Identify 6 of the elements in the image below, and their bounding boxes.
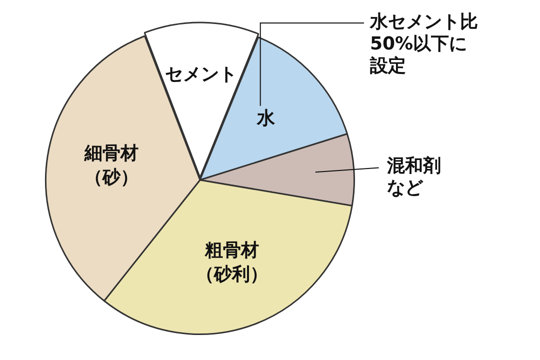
slice-label: 混和剤など (386, 155, 441, 198)
slice-label: 粗骨材（砂利） (196, 240, 268, 286)
slice-label: 水 (256, 108, 276, 130)
slice-label: 細骨材（砂） (84, 143, 139, 188)
text: 水セメント比50%以下に設定 (369, 12, 478, 77)
slice-label: セメント (165, 64, 238, 85)
